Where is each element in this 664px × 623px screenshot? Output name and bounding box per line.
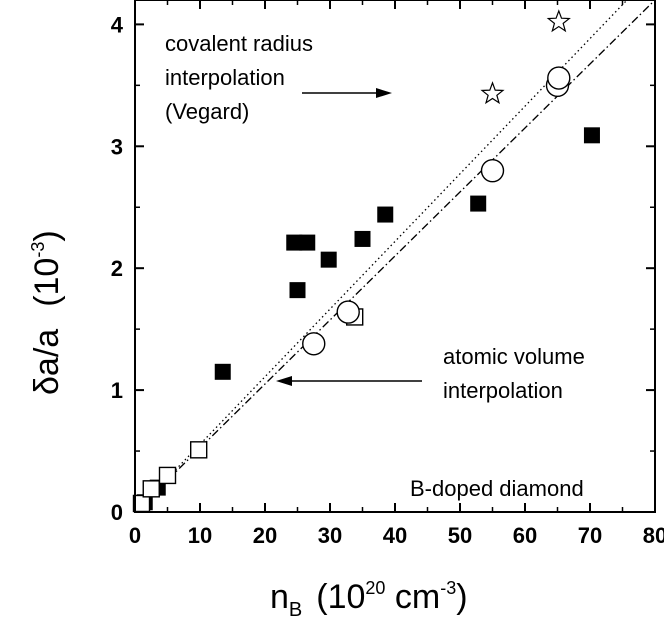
filled-square-point — [299, 234, 316, 251]
filled-square-point — [214, 363, 231, 380]
y-title-close: ) — [28, 230, 66, 241]
open-square-point — [158, 466, 177, 485]
y-title-main: δa/a — [28, 329, 66, 395]
x-tick-label: 40 — [383, 523, 407, 548]
y-tick-label: 0 — [111, 500, 123, 525]
x-title-exp: 20 — [365, 578, 385, 598]
x-tick-label: 10 — [188, 523, 212, 548]
open-circle-point — [302, 332, 326, 356]
x-tick-label: 30 — [318, 523, 342, 548]
y-axis-title: δa/a (10-3) — [28, 230, 66, 395]
annotation-atomic-line2: interpolation — [443, 378, 563, 403]
x-tick-label: 80 — [643, 523, 664, 548]
open-circle-point — [547, 66, 571, 90]
x-title-unit: cm — [385, 578, 440, 616]
x-tick-label: 70 — [578, 523, 602, 548]
x-title-unit-exp: -3 — [440, 578, 456, 598]
y-title-open: (10 — [28, 258, 66, 307]
y-tick-label: 4 — [111, 12, 124, 37]
filled-square-point — [354, 230, 371, 247]
data-points — [132, 9, 600, 513]
x-title-close: ) — [456, 578, 467, 616]
filled-square-point — [470, 195, 487, 212]
x-tick-label: 60 — [513, 523, 537, 548]
filled-square-point — [286, 234, 303, 251]
x-title-base: n — [270, 578, 289, 616]
x-title-sub: B — [289, 599, 302, 621]
x-tick-label: 0 — [129, 523, 141, 548]
open-square-point — [142, 480, 160, 498]
annotation-vegard-line1: covalent radius — [165, 31, 313, 56]
annotation-atomic-line1: atomic volume — [443, 344, 585, 369]
annotation-vegard-line2: interpolation — [165, 65, 285, 90]
y-tick-label: 2 — [111, 256, 123, 281]
x-title-open: (10 — [316, 578, 365, 616]
filled-square-point — [289, 282, 306, 299]
y-tick-label: 3 — [111, 134, 123, 159]
vegard-line — [135, 0, 628, 512]
open-circle-point — [336, 300, 360, 324]
filled-square-point — [583, 127, 600, 144]
arrow-atomic — [276, 376, 422, 386]
annotation-sample: B-doped diamond — [410, 476, 584, 501]
axis-ticks: 0 10 20 30 40 50 60 70 80 0 1 2 3 4 — [111, 0, 664, 548]
annotation-vegard-line3: (Vegard) — [165, 99, 249, 124]
open-circle-point — [480, 158, 505, 183]
arrow-vegard — [302, 88, 392, 98]
star-point — [546, 9, 571, 33]
x-axis-title: nB (1020 cm-3) — [270, 578, 468, 621]
filled-square-point — [377, 206, 394, 223]
x-tick-label: 50 — [448, 523, 472, 548]
y-title-exp: -3 — [28, 242, 48, 258]
open-square-point — [189, 441, 208, 459]
star-point — [480, 81, 505, 105]
filled-square-point — [320, 251, 337, 268]
x-tick-label: 20 — [253, 523, 277, 548]
y-tick-label: 1 — [111, 378, 123, 403]
